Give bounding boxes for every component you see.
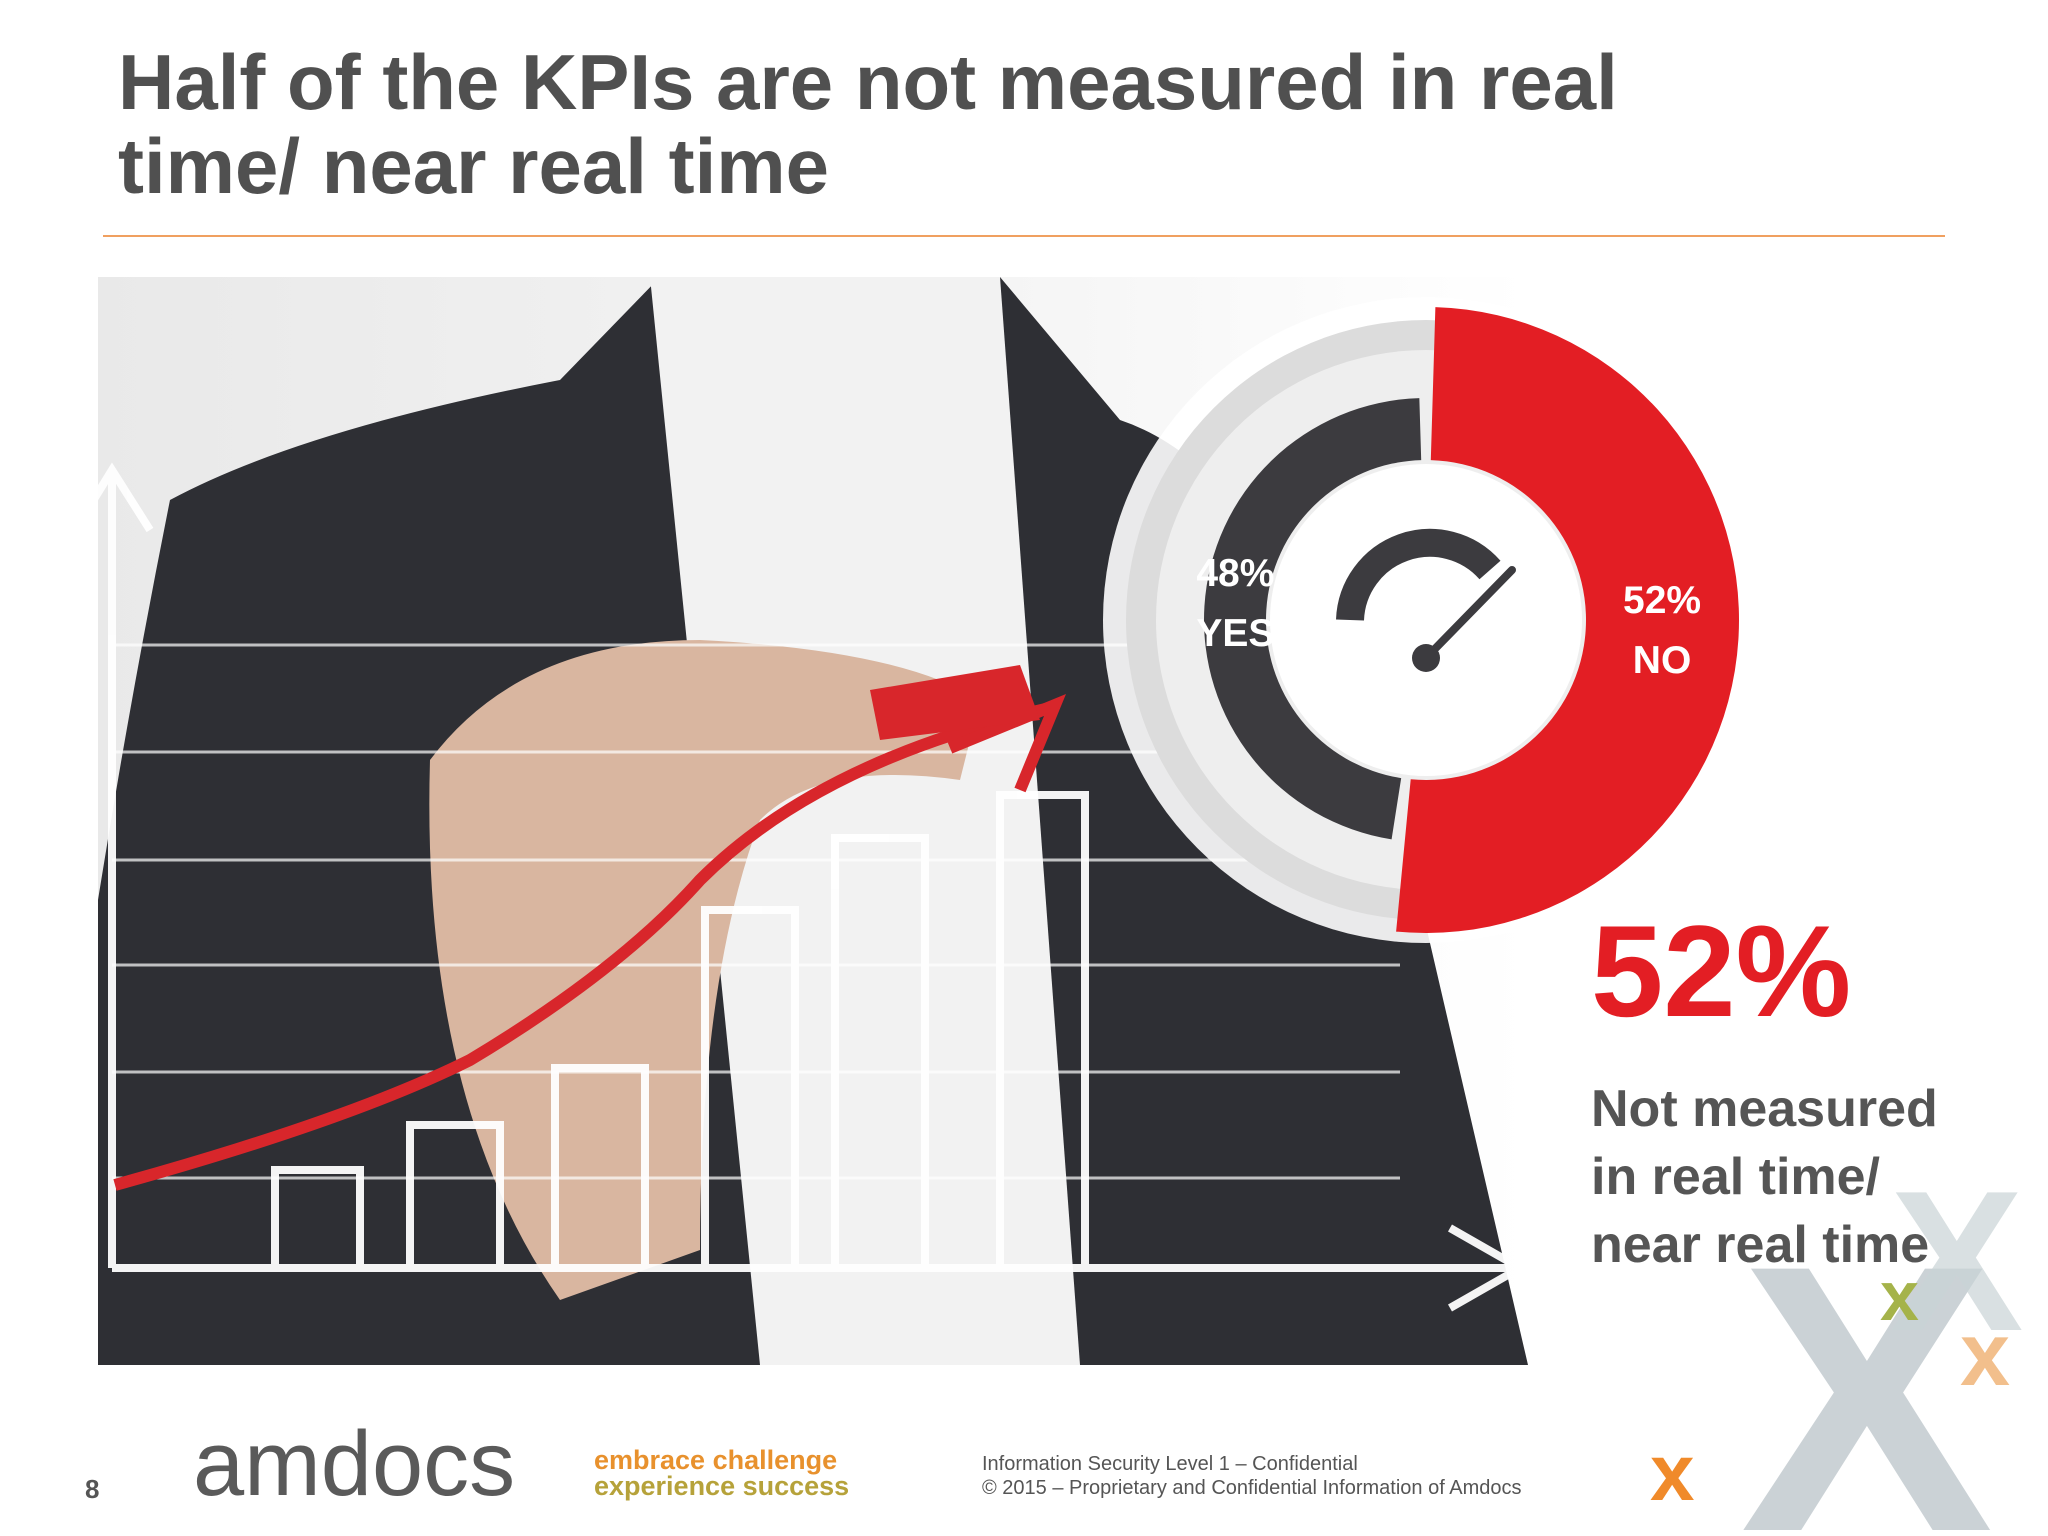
donut-segment bbox=[1396, 307, 1740, 933]
svg-text:x: x bbox=[1960, 1305, 2010, 1405]
segment-value-label: 48% bbox=[1196, 552, 1274, 595]
notice: © 2015 – Proprietary and Confidential In… bbox=[982, 1477, 1521, 1499]
x-decoration: X X x x x bbox=[1650, 1150, 2023, 1536]
callout-line: in real time/ bbox=[1591, 1148, 1880, 1206]
donut-hole bbox=[1270, 464, 1582, 776]
callout-line: near real time bbox=[1591, 1216, 1929, 1274]
segment-value-label: 52% bbox=[1623, 579, 1701, 622]
segment-category-label: YES bbox=[1196, 612, 1274, 655]
notice: Information Security Level 1 – Confident… bbox=[982, 1453, 1358, 1475]
title: Half of the KPIs are not measured in rea… bbox=[118, 40, 1618, 210]
donut-segment bbox=[1204, 398, 1422, 840]
tagline: experience success bbox=[594, 1471, 849, 1501]
callout-line: Not measured bbox=[1591, 1080, 1938, 1138]
title-box: Half of the KPIs are not measured in rea… bbox=[118, 40, 1618, 210]
svg-text:x: x bbox=[1650, 1428, 1695, 1517]
svg-text:X: X bbox=[1890, 1150, 2023, 1373]
gauge-icon bbox=[1336, 528, 1516, 672]
donut: 48% YES 52% NO bbox=[1196, 307, 1740, 933]
callout-figure: 52% bbox=[1591, 898, 1851, 1044]
page-number: 8 bbox=[85, 1474, 99, 1504]
tagline: embrace challenge bbox=[594, 1445, 837, 1475]
segment-category-label: NO bbox=[1633, 639, 1692, 682]
callout-text: Not measured in real time/near real time bbox=[1591, 1080, 1938, 1274]
logo: amdocs bbox=[193, 1413, 515, 1515]
svg-text:x: x bbox=[1880, 1257, 1919, 1335]
svg-text:X: X bbox=[1740, 1186, 1995, 1536]
